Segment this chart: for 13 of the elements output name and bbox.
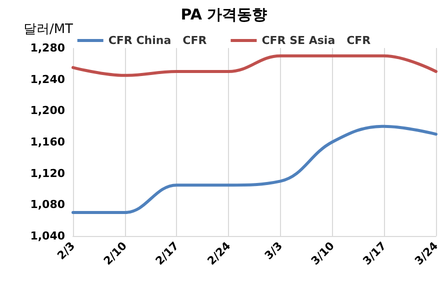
y-tick-label: 1,200 (30, 104, 66, 118)
line-series (72, 124, 438, 214)
x-tick-label: 3/3 (262, 239, 286, 262)
chart-title: PA 가격동향 (180, 6, 268, 24)
legend-label: CFR China CFR (108, 34, 208, 47)
line-series (72, 54, 438, 77)
y-tick-label: 1,240 (30, 72, 66, 86)
y-tick-label: 1,120 (30, 166, 66, 180)
y-axis-title: 달러/MT (23, 22, 74, 37)
y-tick-label: 1,280 (30, 42, 66, 54)
y-tick-label: 1,080 (30, 198, 66, 212)
y-tick-label: 1,160 (30, 136, 66, 148)
legend-label: CFR SE Asia CFR (262, 34, 372, 47)
